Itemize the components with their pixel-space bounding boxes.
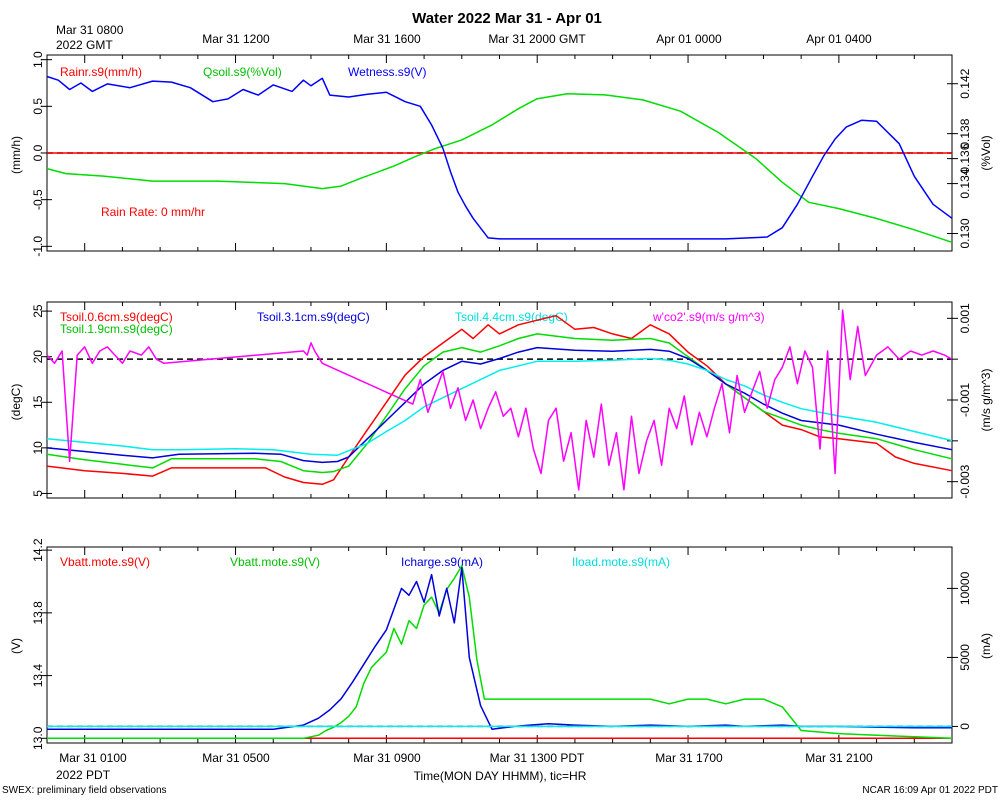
bottom-axis-label: Mar 31 0900 <box>353 751 421 765</box>
series-line-battery-2 <box>47 566 952 730</box>
y-tick-label: 25 <box>31 304 45 318</box>
panel-water-ylabel: (mm/h) <box>9 136 23 174</box>
y-tick-label: -0.5 <box>31 189 45 210</box>
panel-water-legend-qsoil: Qsoil.s9(%Vol) <box>203 65 282 79</box>
panel-soil-legend-t44: Tsoil.4.4cm.s9(degC) <box>455 310 568 324</box>
panel-water-legend-wetness: Wetness.s9(V) <box>348 65 426 79</box>
top-axis-label: Apr 01 0000 <box>656 32 722 46</box>
top-axis-label: Mar 31 1600 <box>353 32 421 46</box>
bottom-axis-label: Mar 31 1300 PDT <box>490 751 585 765</box>
series-line-soil-temperature-4 <box>46 309 953 491</box>
bottom-axis-label: Mar 31 2100 <box>805 751 873 765</box>
panel-battery-legend-vbatt-green: Vbatt.mote.s9(V) <box>230 555 320 569</box>
top-time-axis: Mar 31 0800 2022 GMT Mar 31 1200 Mar 31 … <box>56 23 872 52</box>
y-tick-label: 10 <box>31 441 45 455</box>
series-line-water-1 <box>46 92 953 244</box>
series-line-water-2 <box>46 75 953 240</box>
chart-title: Water 2022 Mar 31 - Apr 01 <box>412 10 602 27</box>
panel-battery: Vbatt.mote.s9(V) Vbatt.mote.s9(V) Icharg… <box>9 546 993 744</box>
y-tick-label-right: 0.138 <box>958 118 972 148</box>
panel-battery-frame <box>46 546 953 744</box>
y-tick-label: -1.0 <box>31 236 45 257</box>
top-axis-label: Mar 31 2000 GMT <box>488 32 586 46</box>
top-axis-label: Mar 31 0800 <box>56 23 124 37</box>
bottom-axis-label: Mar 31 0100 <box>59 751 127 765</box>
panel-soil-legend-t06: Tsoil.0.6cm.s9(degC) <box>60 310 173 324</box>
panel-battery-legend-icharge: Icharge.s9(mA) <box>401 555 483 569</box>
panel-battery-legend-vbatt-red: Vbatt.mote.s9(V) <box>60 555 150 569</box>
y-tick-label: 1.0 <box>31 51 45 68</box>
series-line-soil-temperature-3 <box>46 357 953 456</box>
y-tick-label: 14.2 <box>31 538 45 562</box>
y-tick-label-right: 0.142 <box>958 68 972 98</box>
y-tick-label-right: 0.130 <box>958 218 972 248</box>
panel-battery-ylabel-right: (mA) <box>979 633 993 659</box>
y-tick-label-right: 0.134 <box>958 168 972 198</box>
y-tick-label: 13.4 <box>31 664 45 688</box>
y-tick-label: 20 <box>31 350 45 364</box>
top-axis-label: Mar 31 1200 <box>202 32 270 46</box>
bottom-axis-label: Mar 31 0500 <box>202 751 270 765</box>
y-tick-label-right: 5000 <box>958 644 972 671</box>
panel-soil-ylabel: (degC) <box>9 384 23 421</box>
y-tick-label: 15 <box>31 395 45 409</box>
y-tick-label: 0.5 <box>31 98 45 115</box>
series-line-soil-temperature-1 <box>46 333 953 474</box>
y-tick-label: 0.0 <box>31 144 45 161</box>
top-axis-label: Apr 01 0400 <box>806 32 872 46</box>
top-axis-label: 2022 GMT <box>56 38 113 52</box>
footer-right: NCAR 16:09 Apr 01 2022 PDT <box>862 785 998 796</box>
panel-soil-legend-wco2: w'co2'.s9(m/s g/m^3) <box>652 310 765 324</box>
y-tick-label: 13.0 <box>31 726 45 750</box>
panel-water-ylabel-right: (%Vol) <box>979 135 993 170</box>
y-tick-label-right: -0.001 <box>958 383 972 417</box>
panel-water-legend-rain: Rainr.s9(mm/h) <box>60 65 142 79</box>
y-tick-label-right: 10000 <box>958 571 972 605</box>
y-tick-label-right: 0 <box>958 723 972 730</box>
panel-battery-legend-iload: Iload.mote.s9(mA) <box>572 555 670 569</box>
x-axis-title: Time(MON DAY HHMM), tic=HR <box>414 769 587 783</box>
y-tick-label-right: 0.136 <box>958 143 972 173</box>
y-tick-label: 13.8 <box>31 601 45 625</box>
series-line-soil-temperature-0 <box>46 314 953 486</box>
bottom-axis-label: 2022 PDT <box>56 768 111 782</box>
series-line-battery-1 <box>47 565 953 740</box>
panel-soil-legend-t19: Tsoil.1.9cm.s9(degC) <box>60 322 173 336</box>
footer-left: SWEX: preliminary field observations <box>2 785 167 796</box>
y-tick-label: 5 <box>31 490 45 497</box>
bottom-axis-label: Mar 31 1700 <box>655 751 723 765</box>
panel-battery-ylabel: (V) <box>9 638 23 654</box>
panel-soil-legend-t31: Tsoil.3.1cm.s9(degC) <box>257 310 370 324</box>
y-tick-label-right: -0.003 <box>958 464 972 498</box>
rain-rate-annotation: Rain Rate: 0 mm/hr <box>101 205 205 219</box>
y-tick-label-right: 0.001 <box>958 303 972 333</box>
bottom-time-axis: Mar 31 0100 2022 PDT Mar 31 0500 Mar 31 … <box>56 751 873 783</box>
panel-soil-ylabel-right: (m/s g/m^3) <box>979 369 993 432</box>
